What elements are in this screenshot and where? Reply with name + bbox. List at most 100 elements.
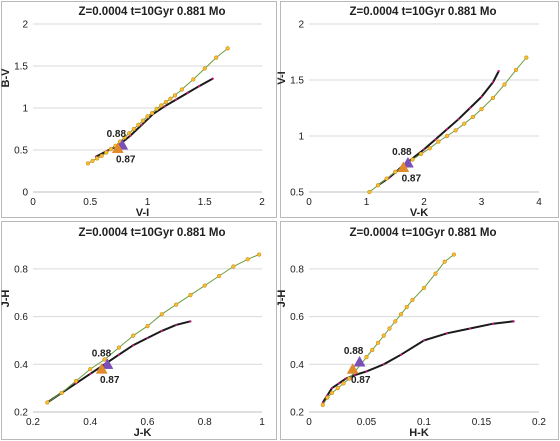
series-point — [59, 390, 64, 396]
series-point — [117, 353, 120, 356]
series-point — [168, 96, 173, 101]
series-point — [88, 366, 93, 372]
series-point — [410, 297, 415, 302]
x-tick-label: 0.05 — [357, 417, 377, 428]
x-tick-label: 0 — [306, 417, 312, 428]
series-point — [393, 319, 398, 324]
mass-label: 0.88 — [392, 147, 412, 158]
x-tick-label: 0 — [306, 197, 312, 208]
mass-label: 0.88 — [92, 348, 112, 359]
series-point — [104, 150, 109, 155]
y-tick-label: 0.8 — [290, 264, 304, 275]
series-point — [444, 133, 450, 139]
series-point — [329, 390, 335, 396]
series-point — [174, 302, 179, 307]
y-tick-label: 0.2 — [14, 408, 28, 419]
x-tick-label: 4 — [536, 197, 542, 208]
y-tick-label: 1 — [22, 104, 28, 115]
x-tick-label: 0.15 — [472, 417, 492, 428]
mass-label: 0.87 — [351, 375, 371, 386]
series-point — [453, 128, 458, 133]
series-point — [211, 77, 214, 80]
series-point — [245, 257, 250, 262]
series-point — [102, 357, 107, 362]
series-point — [337, 382, 340, 385]
series-point — [95, 156, 100, 161]
mass-marker-0.88 — [353, 355, 366, 367]
series-point — [497, 69, 500, 73]
series-point — [341, 381, 346, 386]
series-point — [197, 85, 201, 88]
y-tick-label: 0.5 — [14, 146, 28, 157]
series-point — [490, 95, 496, 101]
y-tick-label: 2 — [298, 20, 304, 31]
series-point — [468, 106, 472, 110]
series-point — [231, 264, 236, 269]
series-point — [160, 329, 163, 332]
series-point — [145, 324, 150, 329]
panel-frame — [280, 1, 559, 218]
series-point — [491, 322, 495, 325]
y-axis-label: B-V — [0, 68, 12, 88]
series-point — [90, 158, 95, 164]
series-point — [175, 323, 178, 327]
series-point — [381, 333, 386, 338]
x-tick-label: 0.1 — [417, 417, 431, 428]
series-point — [189, 320, 192, 323]
series-point — [398, 312, 404, 317]
x-tick-label: 0 — [30, 197, 36, 208]
series-line-1 — [321, 320, 514, 404]
mass-marker-0.87 — [346, 363, 359, 374]
series-point — [45, 400, 50, 405]
series-point — [191, 77, 196, 82]
series-point — [202, 283, 207, 288]
y-axis-label: J-H — [0, 290, 12, 308]
series-point — [344, 377, 347, 380]
y-tick-label: 0 — [22, 188, 28, 199]
x-tick-label: 3 — [479, 197, 485, 208]
series-point — [524, 55, 529, 60]
series-point — [419, 151, 424, 157]
y-tick-label: 1 — [298, 132, 304, 143]
series-point — [202, 66, 207, 71]
series-point — [370, 347, 375, 353]
panel-frame — [1, 221, 277, 440]
series-point — [122, 135, 127, 140]
series-point — [159, 103, 164, 108]
series-point — [422, 339, 426, 342]
x-tick-label: 1 — [259, 417, 265, 428]
y-tick-label: 1.5 — [14, 62, 28, 73]
x-axis-label: V-I — [136, 207, 149, 219]
series-point — [468, 327, 472, 330]
series-point — [382, 363, 385, 366]
series-point — [330, 387, 334, 390]
series-point — [384, 176, 389, 181]
series-point — [451, 252, 457, 257]
y-tick-label: 0.6 — [290, 312, 304, 323]
mass-marker-0.88 — [101, 358, 114, 369]
series-point — [136, 122, 141, 127]
mass-marker-0.87 — [95, 363, 108, 374]
x-tick-label: 0.5 — [83, 197, 97, 208]
series-point — [108, 147, 113, 152]
chart-panel-1: Z=0.0004 t=10Gyr 0.881 Mo 0 0.5 1 1.5 2 0 0.5 1 1… — [0, 1, 277, 219]
series-point — [140, 123, 143, 126]
series-point — [422, 148, 426, 151]
series-point — [73, 378, 79, 384]
mass-label: 0.87 — [402, 173, 422, 184]
y-tick-label: 0.6 — [14, 312, 28, 323]
series-point — [116, 345, 121, 350]
panel-frame — [280, 221, 559, 440]
mass-label: 0.88 — [344, 346, 364, 357]
x-tick-label: 1.5 — [198, 197, 212, 208]
series-point — [457, 118, 460, 121]
series-point — [214, 55, 219, 60]
x-tick-label: 2 — [421, 197, 427, 208]
series-point — [216, 273, 222, 279]
y-tick-label: 0.4 — [290, 360, 304, 371]
series-point — [479, 107, 484, 112]
series-point — [442, 259, 447, 264]
series-point — [149, 110, 155, 116]
series-point — [365, 370, 368, 373]
y-tick-label: 0.4 — [14, 360, 28, 371]
